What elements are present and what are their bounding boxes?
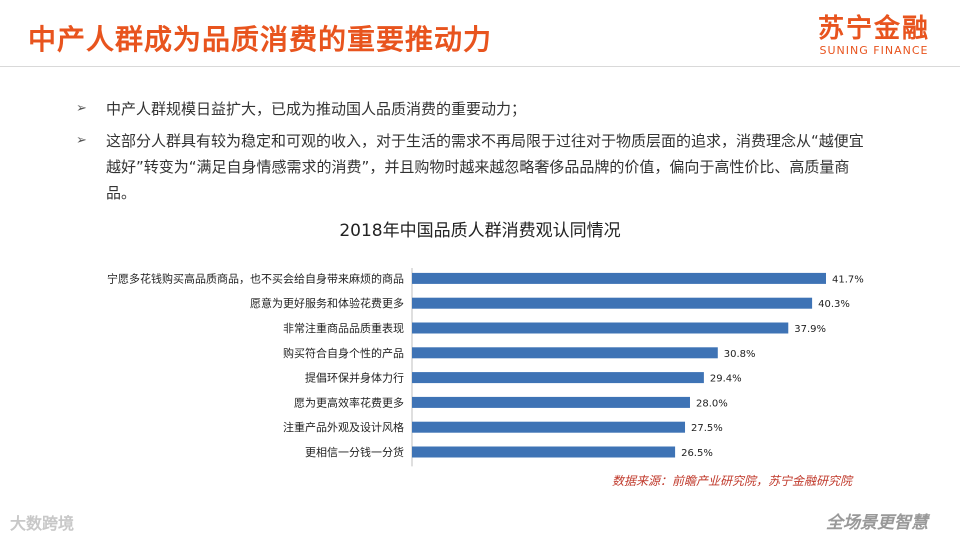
watermark-right: 全场景更智慧 [826,513,928,533]
category-label: 愿为更高效率花费更多 [294,395,404,409]
bar [412,297,813,309]
category-label: 注重产品外观及设计风格 [283,420,404,434]
logo-cn-text: 苏宁金融 [817,14,930,44]
suning-finance-logo: 苏宁金融 SUNING FINANCE [818,14,930,58]
data-label: 37.9% [794,324,826,335]
source-note: 数据来源：前瞻产业研究院，苏宁金融研究院 [611,474,852,488]
category-label: 更相信一分钱一分货 [305,445,404,459]
data-label: 26.5% [681,448,713,459]
bar [412,446,676,458]
title-divider [0,66,960,67]
category-label: 购买符合自身个性的产品 [283,346,404,360]
category-label: 愿意为更好服务和体验花费更多 [250,296,404,310]
bar [412,421,686,433]
data-label: 41.7% [832,274,864,285]
data-label: 29.4% [710,374,742,385]
logo-en-text: SUNING FINANCE [819,44,929,57]
arrow-bullet-icon: ➢ [76,133,87,148]
data-label: 30.8% [724,349,756,360]
bullet-list: ➢ 中产人群规模日益扩大，已成为推动国人品质消费的重要动力； ➢ 这部分人群具有… [76,96,876,212]
arrow-bullet-icon: ➢ [76,101,87,116]
bullet-item: ➢ 中产人群规模日益扩大，已成为推动国人品质消费的重要动力； [76,96,876,122]
data-label: 40.3% [818,299,850,310]
data-label: 28.0% [696,398,728,409]
page-title: 中产人群成为品质消费的重要推动力 [28,23,493,56]
data-label: 27.5% [691,423,723,434]
bar [412,347,718,359]
bullet-text: 这部分人群具有较为稳定和可观的收入，对于生活的需求不再局限于过往对于物质层面的追… [106,132,864,202]
category-label: 提倡环保并身体力行 [305,371,404,385]
chart-title: 2018年中国品质人群消费观认同情况 [339,221,621,241]
watermark-left: 大数跨境 [10,514,75,533]
category-label: 宁愿多花钱购买高品质商品，也不买会给自身带来麻烦的商品 [107,271,404,285]
bar [412,396,690,408]
bullet-item: ➢ 这部分人群具有较为稳定和可观的收入，对于生活的需求不再局限于过往对于物质层面… [76,128,876,206]
bar [412,272,826,284]
bar [412,322,789,334]
bar [412,372,704,384]
category-label: 非常注重商品品质重表现 [283,321,404,335]
bullet-text: 中产人群规模日益扩大，已成为推动国人品质消费的重要动力； [106,100,527,118]
